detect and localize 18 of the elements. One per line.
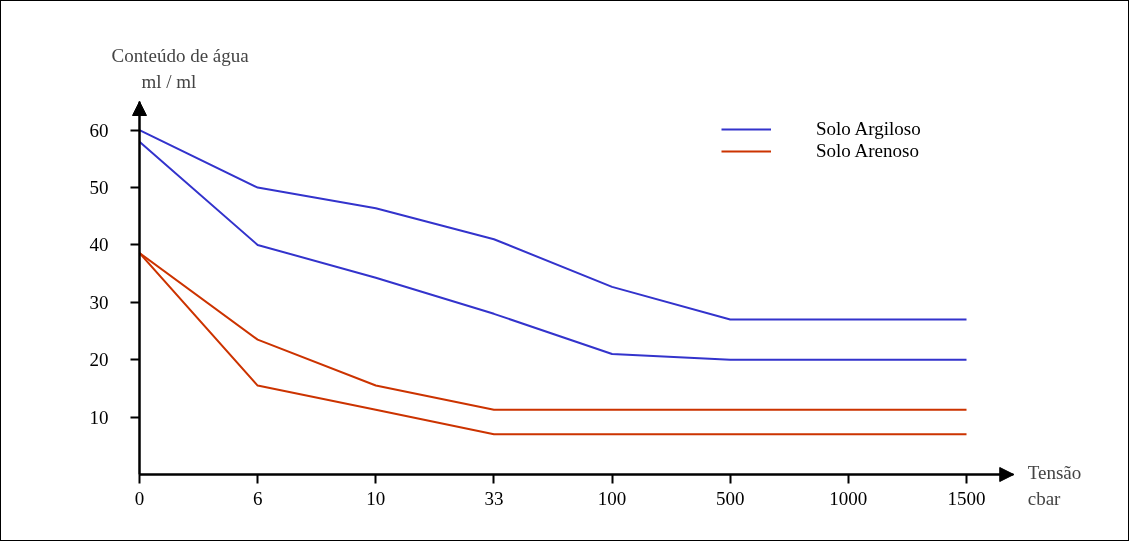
x-tick-label: 10 (366, 487, 386, 509)
legend-label: Solo Arenoso (816, 140, 919, 162)
x-tick-label: 6 (252, 487, 263, 509)
y-tick-label: 30 (89, 291, 109, 313)
y-tick-label: 40 (89, 234, 109, 256)
y-axis-title: Conteúdo de água ml / ml (111, 44, 250, 92)
y-tick-label: 10 (89, 406, 109, 428)
x-tick-label: 1500 (947, 487, 986, 509)
legend-label: Solo Argiloso (816, 118, 921, 140)
x-tick-label: 100 (597, 487, 627, 509)
x-tick-label: 33 (484, 487, 504, 509)
y-tick-label: 20 (89, 349, 109, 371)
y-tick-label: 60 (89, 119, 109, 141)
x-tick-label: 0 (134, 487, 145, 509)
x-tick-label: 500 (715, 487, 745, 509)
y-tick-label: 50 (89, 177, 109, 199)
x-axis-title: Tensão cbar (1027, 461, 1082, 509)
x-tick-label: 1000 (829, 487, 868, 509)
